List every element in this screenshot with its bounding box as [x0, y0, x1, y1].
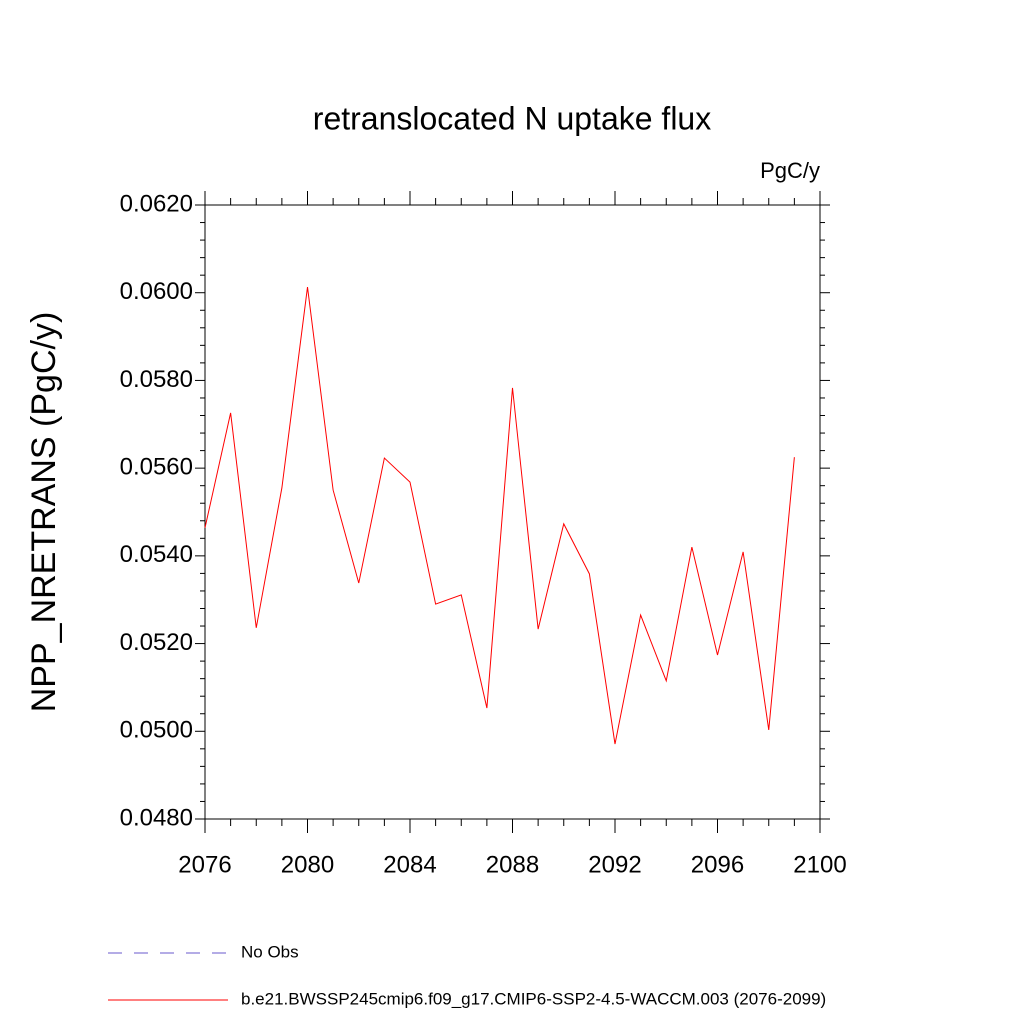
y-tick-label: 0.0480 — [120, 804, 193, 831]
y-tick-label: 0.0500 — [120, 717, 193, 744]
x-tick-label: 2096 — [691, 851, 744, 878]
x-tick-label: 2100 — [793, 851, 846, 878]
x-tick-label: 2092 — [588, 851, 641, 878]
x-tick-label: 2080 — [281, 851, 334, 878]
plot-frame — [204, 204, 821, 820]
y-tick-label: 0.0560 — [120, 453, 193, 480]
y-tick-label: 0.0600 — [120, 278, 193, 305]
legend-label: b.e21.BWSSP245cmip6.f09_g17.CMIP6-SSP2-4… — [241, 989, 826, 1008]
y-tick-label: 0.0620 — [120, 190, 193, 217]
legend-label: No Obs — [241, 942, 299, 961]
y-tick-label: 0.0520 — [120, 629, 193, 656]
chart-title: retranslocated N uptake flux — [313, 100, 711, 136]
y-axis-label: NPP_NRETRANS (PgC/y) — [25, 312, 63, 713]
y-tick-label: 0.0540 — [120, 541, 193, 568]
x-tick-label: 2088 — [486, 851, 539, 878]
x-tick-label: 2084 — [383, 851, 436, 878]
data-line — [204, 286, 795, 745]
x-tick-label: 2076 — [178, 851, 231, 878]
y-tick-label: 0.0580 — [120, 366, 193, 393]
units-label: PgC/y — [760, 158, 820, 183]
